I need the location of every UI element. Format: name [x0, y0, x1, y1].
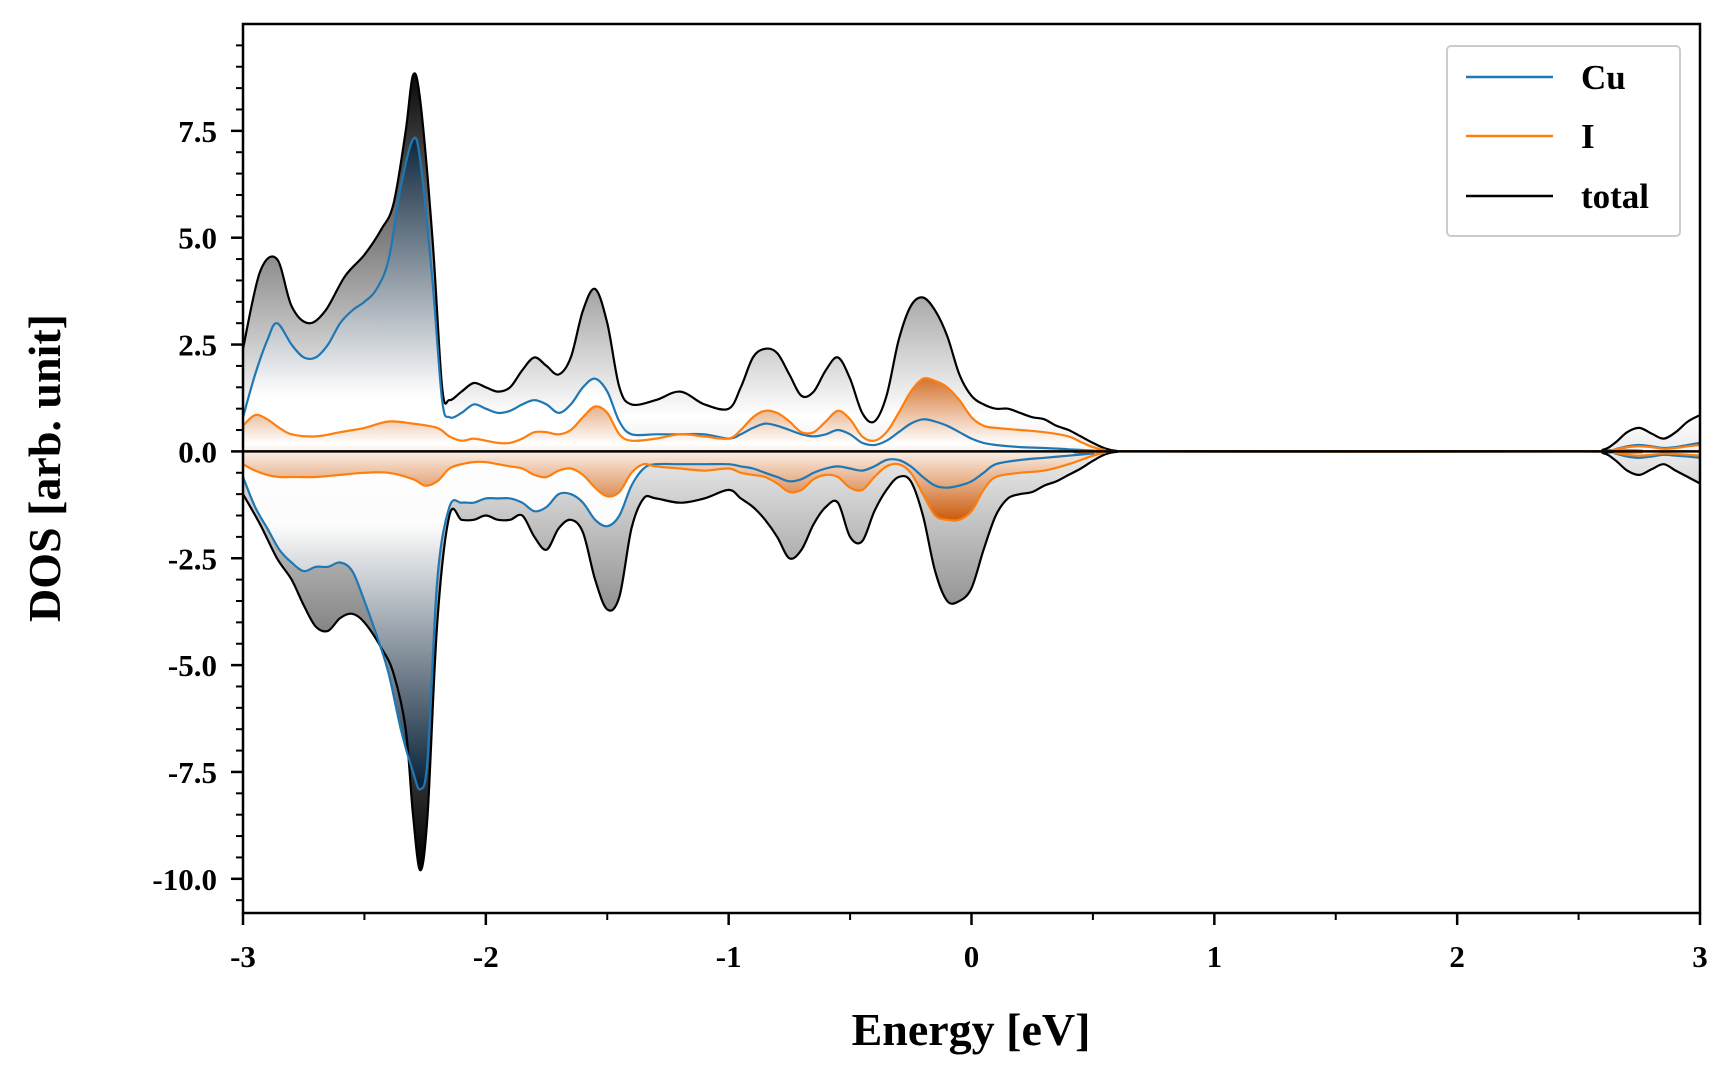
- i-up-area: [243, 378, 1700, 452]
- legend: Cu I total: [1446, 45, 1681, 237]
- legend-box: [1446, 45, 1681, 237]
- x-tick-label: -3: [230, 939, 256, 974]
- x-axis-label: Energy [eV]: [852, 1004, 1091, 1055]
- x-axis: -3 -2 -1 0 1 2 3: [230, 913, 1708, 974]
- x-tick-label: 0: [964, 939, 980, 974]
- y-tick-label: 0.0: [178, 434, 217, 469]
- total-down-area: [243, 451, 1700, 871]
- x-tick-label: -2: [473, 939, 499, 974]
- legend-label-total: total: [1581, 177, 1649, 216]
- y-axis-label: DOS [arb. unit]: [19, 314, 70, 622]
- y-tick-label: -5.0: [168, 648, 217, 683]
- y-tick-label: -7.5: [168, 755, 217, 790]
- x-tick-label: 1: [1207, 939, 1223, 974]
- x-tick-label: 2: [1449, 939, 1465, 974]
- x-tick-label: -1: [716, 939, 742, 974]
- cu-down-area: [243, 451, 1700, 790]
- cu-up-area: [243, 137, 1700, 452]
- legend-label-cu: Cu: [1581, 58, 1626, 97]
- i-down-area: [243, 451, 1700, 521]
- y-tick-label: -2.5: [168, 541, 217, 576]
- y-tick-label: 7.5: [178, 114, 217, 149]
- total-down-line: [243, 450, 1700, 872]
- legend-label-i: I: [1581, 117, 1595, 156]
- y-tick-label: -10.0: [152, 862, 217, 897]
- cu-down-line: [243, 450, 1700, 791]
- dos-fills: [243, 73, 1700, 871]
- y-axis: -10.0 -7.5 -5.0 -2.5 0.0 2.5 5.0 7.5: [152, 44, 243, 902]
- y-tick-label: 2.5: [178, 328, 217, 363]
- total-up-area: [243, 73, 1700, 452]
- y-tick-label: 5.0: [178, 221, 217, 256]
- x-tick-label: 3: [1692, 939, 1708, 974]
